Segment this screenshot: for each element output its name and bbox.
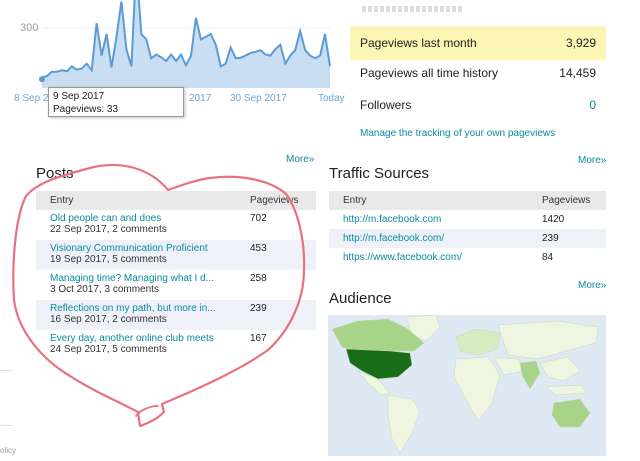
annotation-tail — [135, 405, 159, 417]
chart-x-label-1: 8 Sep 2 — [14, 93, 49, 104]
chart-x-label-3: 30 Sep 2017 — [230, 93, 287, 104]
stat-followers: Followers 0 — [350, 88, 606, 122]
tooltip-pageviews-value: 33 — [106, 104, 119, 115]
cutoff-text — [362, 6, 462, 12]
stat-value: 3,929 — [565, 36, 596, 50]
tooltip-date: 9 Sep 2017 — [53, 91, 105, 102]
traffic-table-header: Entry Pageviews — [329, 191, 606, 210]
chart-series-line — [41, 0, 331, 79]
post-row: Visionary Communication Proficient 19 Se… — [36, 240, 316, 270]
footer-policy-fragment[interactable]: olicy — [0, 446, 17, 455]
col-pageviews: Pageviews — [250, 195, 299, 206]
post-meta: 22 Sep 2017, 2 comments — [50, 224, 167, 235]
chart-x-label-4: Today — [318, 93, 345, 104]
post-title-link[interactable]: Every day, another online club meets — [50, 333, 214, 344]
followers-count-link[interactable]: 0 — [589, 98, 596, 112]
traffic-source-link[interactable]: https://www.facebook.com/ — [343, 252, 462, 263]
stat-label: Pageviews last month — [360, 36, 477, 50]
traffic-source-link[interactable]: http://m.facebook.com — [343, 214, 442, 225]
divider — [0, 425, 12, 426]
col-pageviews: Pageviews — [542, 195, 591, 206]
audience-world-map[interactable] — [328, 314, 606, 456]
pageviews-chart-svg — [39, 0, 331, 88]
post-meta: 24 Sep 2017, 5 comments — [50, 344, 167, 355]
col-entry: Entry — [343, 195, 367, 206]
col-entry: Entry — [50, 195, 74, 206]
tooltip-pageviews: Pageviews: 33 — [53, 103, 179, 116]
traffic-source-link[interactable]: http://m.facebook.com/ — [343, 233, 445, 244]
traffic-row: http://m.facebook.com/ 239 — [329, 229, 606, 248]
post-pageviews: 167 — [250, 333, 267, 344]
traffic-row: http://m.facebook.com 1420 — [329, 210, 606, 229]
traffic-pageviews: 239 — [542, 233, 559, 244]
divider — [0, 370, 12, 371]
stat-value: 14,459 — [559, 66, 596, 80]
post-pageviews: 258 — [250, 273, 267, 284]
pageviews-chart — [0, 0, 335, 110]
traffic-more-link-top[interactable]: More» — [578, 155, 607, 166]
world-map-svg — [331, 314, 599, 454]
traffic-pageviews: 1420 — [542, 214, 565, 225]
post-title-link[interactable]: Visionary Communication Proficient — [50, 243, 208, 254]
post-pageviews: 702 — [250, 213, 267, 224]
traffic-row: https://www.facebook.com/ 84 — [329, 248, 606, 267]
posts-title: Posts — [36, 165, 74, 182]
chart-highlight-point[interactable] — [39, 76, 45, 83]
posts-table: Entry Pageviews Old people can and does … — [36, 191, 316, 360]
post-title-link[interactable]: Managing time? Managing what I d... — [50, 273, 214, 284]
post-title-link[interactable]: Old people can and does — [50, 213, 162, 224]
post-row: Managing time? Managing what I d... 3 Oc… — [36, 270, 316, 300]
traffic-pageviews: 84 — [542, 252, 554, 263]
post-row: Every day, another online club meets 24 … — [36, 330, 316, 360]
posts-more-link[interactable]: More» — [286, 154, 315, 165]
post-row: Old people can and does 22 Sep 2017, 2 c… — [36, 210, 316, 240]
chart-area-fill — [42, 0, 330, 88]
post-meta: 19 Sep 2017, 5 comments — [50, 254, 167, 265]
stat-label: Followers — [360, 98, 412, 112]
post-meta: 3 Oct 2017, 3 comments — [50, 284, 159, 295]
stat-label: Pageviews all time history — [360, 66, 499, 80]
audience-title: Audience — [329, 290, 392, 307]
post-pageviews: 239 — [250, 303, 267, 314]
stat-pageviews-last-month: Pageviews last month 3,929 — [350, 26, 606, 60]
tooltip-pageviews-label: Pageviews: — [53, 104, 105, 115]
stat-pageviews-all-time: Pageviews all time history 14,459 — [350, 56, 606, 90]
posts-table-header: Entry Pageviews — [36, 191, 316, 210]
post-title-link[interactable]: Reflections on my path, but more in... — [50, 303, 216, 314]
chart-y-tick: 300 — [20, 22, 39, 34]
chart-x-label-2: 2017 — [189, 93, 212, 104]
post-meta: 16 Sep 2017, 2 comments — [50, 314, 167, 325]
traffic-sources-table: Entry Pageviews http://m.facebook.com 14… — [329, 191, 606, 267]
post-row: Reflections on my path, but more in... 1… — [36, 300, 316, 330]
manage-tracking-link[interactable]: Manage the tracking of your own pageview… — [360, 128, 556, 139]
post-pageviews: 453 — [250, 243, 267, 254]
traffic-more-link-bottom[interactable]: More» — [578, 280, 607, 291]
traffic-sources-title: Traffic Sources — [329, 165, 430, 182]
chart-tooltip: 9 Sep 2017 Pageviews: 33 — [48, 87, 184, 117]
